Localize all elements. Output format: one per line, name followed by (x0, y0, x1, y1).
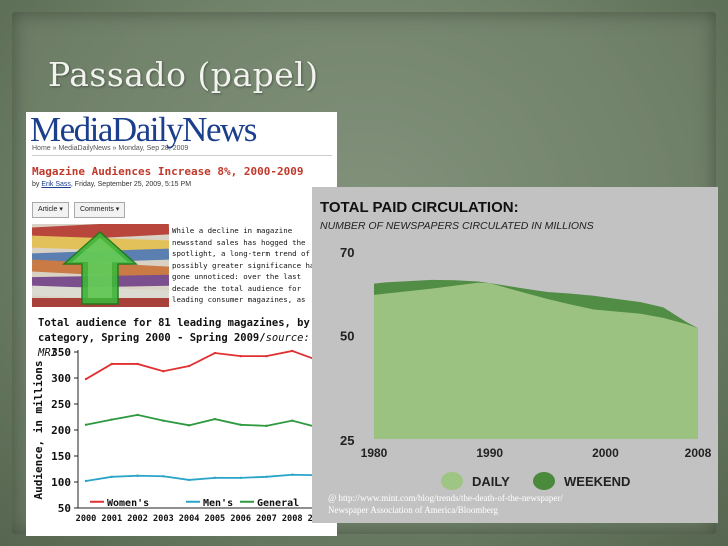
y-tick-label: 300 (51, 372, 71, 385)
chart-title-text: Total audience for 81 leading magazines,… (38, 317, 310, 344)
data-point (239, 423, 242, 426)
x-tick-label: 1990 (476, 446, 503, 460)
magazine-audience-chart: 50 100 150 200 250 300 350 2000 2001 2002 2003 2004… (32, 346, 328, 524)
y-tick-label: 100 (51, 476, 71, 489)
blurb-line: leading consumer magazines, as (172, 295, 306, 304)
x-tick-label: 2005 (205, 514, 226, 524)
y-tick-label: 25 (340, 433, 354, 448)
data-point (110, 362, 113, 366)
data-point (213, 417, 217, 421)
data-point (187, 364, 191, 368)
legend-label: WEEKEND (564, 474, 630, 489)
source-line: Newspaper Association of America/Bloombe… (328, 505, 499, 515)
data-point (187, 478, 191, 482)
series-line-2 (85, 414, 319, 429)
data-point (291, 419, 294, 422)
data-point (136, 474, 139, 477)
y-tick-label: 150 (51, 450, 71, 463)
x-tick-label: 2002 (127, 514, 148, 524)
data-point (84, 423, 88, 426)
magazine-chart-title: Total audience for 81 leading magazines,… (38, 316, 334, 361)
source-citation: @ http://www.mint.com/blog/trends/the-de… (328, 492, 563, 516)
circulation-panel: 25 50 70 1980 1990 2000 2008 DAILY WEEKEND TOTAL… (312, 187, 718, 523)
data-point (84, 479, 88, 483)
x-tick-label: 2003 (153, 514, 174, 524)
y-tick-label: 70 (340, 245, 354, 260)
article-headline: Magazine Audiences Increase 8%, 2000-200… (32, 165, 304, 178)
legend-label: DAILY (472, 474, 510, 489)
data-point (136, 413, 139, 417)
circulation-chart: 25 50 70 1980 1990 2000 2008 DAILY WEEKEND (312, 187, 718, 523)
byline-prefix: by (32, 181, 40, 188)
y-tick-label: 50 (340, 329, 354, 344)
x-tick-label: 2007 (256, 514, 277, 524)
breadcrumb[interactable]: Home » MediaDailyNews » Monday, Sep 28, … (32, 145, 189, 152)
legend-label: Men's (203, 498, 233, 509)
data-point (213, 476, 217, 480)
x-tick-label: 2006 (230, 514, 251, 524)
chart-source: source: MRI (38, 332, 310, 359)
data-point (291, 349, 294, 353)
data-point (265, 354, 268, 358)
x-tick-label: 2000 (592, 446, 619, 460)
area-daily (374, 282, 698, 439)
data-point (239, 476, 242, 480)
legend-label: Women's (107, 498, 149, 509)
series-line-1 (85, 473, 319, 482)
data-point (162, 419, 165, 422)
data-point (162, 475, 165, 478)
slide-title: Passado (papel) (48, 55, 319, 94)
x-tick-label: 2001 (101, 514, 122, 524)
byline-date: , Friday, September 25, 2009, 5:15 PM (70, 181, 192, 188)
data-point (136, 362, 139, 366)
byline-author-link[interactable]: Erik Sass (41, 181, 71, 188)
y-axis-label: Audience, in millions (32, 360, 45, 499)
legend-swatch (441, 472, 463, 490)
data-point (213, 351, 217, 355)
blurb-line: decade the total audience for (172, 283, 302, 293)
data-point (110, 418, 113, 421)
y-tick-label: 200 (51, 424, 71, 437)
data-point (162, 370, 165, 373)
data-point (291, 473, 294, 476)
tab-comments[interactable]: Comments ▾ (74, 202, 126, 218)
data-point (239, 354, 242, 358)
y-tick-label: 350 (51, 346, 71, 359)
data-point (265, 424, 268, 428)
source-line[interactable]: @ http://www.mint.com/blog/trends/the-de… (328, 493, 563, 503)
blurb-line: While a decline in magazine (172, 226, 293, 235)
x-tick-label: 2000 (76, 514, 97, 524)
y-tick-label: 50 (58, 502, 71, 515)
data-point (84, 377, 88, 381)
magazines-image (32, 224, 169, 307)
data-point (187, 424, 191, 427)
blurb-line: spotlight, a long-term trend of (172, 249, 310, 258)
blurb-line: gone unnoticed: over the last (172, 272, 302, 281)
x-tick-label: 2008 (282, 514, 303, 524)
x-tick-label: 2004 (179, 514, 200, 524)
data-point (110, 475, 113, 478)
legend-label: General (257, 498, 299, 509)
data-point (265, 475, 268, 478)
y-tick-label: 250 (51, 398, 71, 411)
legend-swatch (533, 472, 555, 490)
circulation-chart-title: TOTAL PAID CIRCULATION: (320, 199, 519, 216)
blurb-line: newsstand sales has hogged the (172, 237, 306, 247)
site-logo[interactable]: MediaDailyNews (30, 112, 257, 149)
blurb-line: possibly greater significance has (172, 260, 319, 270)
x-tick-label: 1980 (361, 446, 388, 460)
x-tick-label: 2008 (685, 446, 712, 460)
byline: by Erik Sass, Friday, September 25, 2009… (32, 181, 191, 188)
article-panel: MediaDailyNews Home » MediaDailyNews » M… (26, 112, 337, 536)
circulation-chart-subtitle: NUMBER OF NEWSPAPERS CIRCULATED IN MILLI… (320, 220, 594, 232)
series-line-0 (85, 350, 319, 380)
article-blurb: While a decline in magazine newsstand sa… (172, 225, 332, 306)
divider (32, 155, 332, 156)
tab-article[interactable]: Article ▾ (32, 202, 69, 218)
